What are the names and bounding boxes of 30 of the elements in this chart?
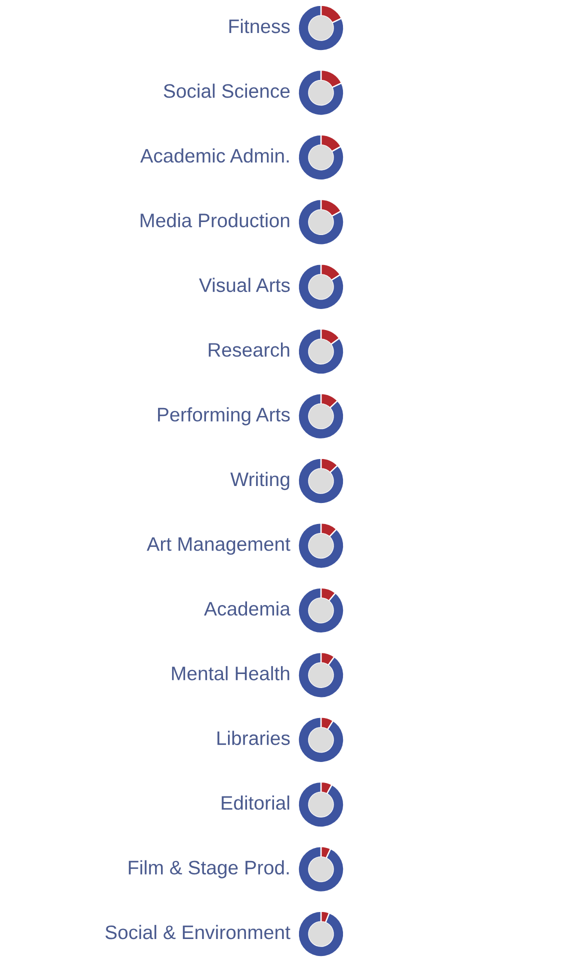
donut-slice [298,716,344,764]
donut-slice [298,458,344,504]
text: Performing Arts [158,407,290,426]
text: Social & Environment [105,924,290,940]
donut-slice [298,652,344,698]
donut-slice [298,522,344,570]
donut-slice [298,587,344,634]
donut-slice [298,910,344,958]
text: Film & Stage Prod. [128,860,289,878]
donut-slice [298,781,344,828]
donut-slice [298,134,344,181]
text: Fitness [229,18,290,34]
text: Libraries [217,730,290,746]
donut-slice [298,4,344,52]
donut-slice [298,392,344,440]
text: Editorial [222,796,290,810]
text: Academic Admin. [140,148,289,163]
donut-slice [298,264,344,310]
text: Academia [204,601,290,616]
text: Mental Health [172,666,290,680]
donut-slice [298,328,344,375]
text: Social Science [164,84,290,98]
text: Visual Arts [199,278,290,292]
text: Art Management [146,537,290,555]
text: Media Production [140,213,290,228]
donut-slice [298,198,344,246]
donut-slice [298,69,344,116]
donut-slice [298,846,344,893]
text: Research [208,342,290,357]
text: Writing [230,472,290,490]
